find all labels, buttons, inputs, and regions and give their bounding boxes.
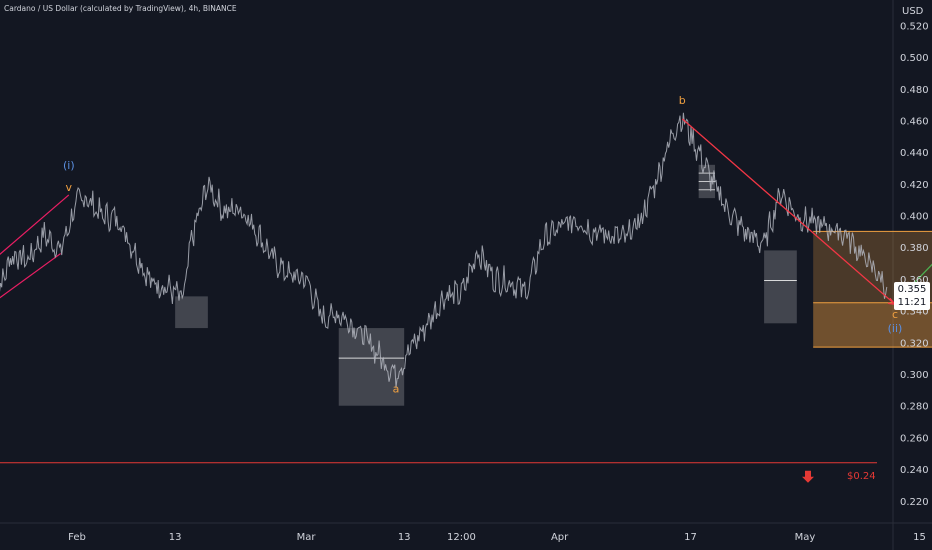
- y-tick-label: 0.340: [900, 307, 929, 318]
- y-tick-label: 0.420: [900, 180, 929, 191]
- y-tick-label: 0.520: [900, 21, 929, 32]
- wave-label: c: [892, 308, 898, 321]
- wave-label: a: [393, 382, 400, 395]
- y-tick-label: 0.320: [900, 338, 929, 349]
- current-price-badge[interactable]: 0.355 11:21: [894, 282, 930, 310]
- x-tick-label: 13: [398, 532, 411, 543]
- downtrend-line: [681, 118, 896, 305]
- fib-zone-lower: [813, 302, 932, 348]
- x-tick-label: 15: [913, 532, 926, 543]
- x-tick-label: May: [795, 532, 816, 543]
- y-tick-label: 0.240: [900, 465, 929, 476]
- chart-title: Cardano / US Dollar (calculated by Tradi…: [4, 4, 237, 13]
- currency-unit-label: USD: [902, 6, 924, 17]
- x-tick-label: Apr: [551, 532, 569, 543]
- x-tick-label: Feb: [68, 532, 86, 543]
- wave-label: v: [66, 181, 73, 194]
- wave-label: b: [679, 94, 686, 107]
- wedge-lower-line: [0, 253, 61, 299]
- x-tick-label: Mar: [297, 532, 317, 543]
- y-tick-label: 0.260: [900, 433, 929, 444]
- y-tick-label: 0.500: [900, 53, 929, 64]
- y-tick-label: 0.300: [900, 370, 929, 381]
- y-tick-label: 0.460: [900, 116, 929, 127]
- current-price-value: 0.355: [897, 284, 927, 295]
- y-tick-label: 0.400: [900, 212, 929, 223]
- grey-target-box: [175, 296, 208, 329]
- x-tick-label: 17: [684, 532, 697, 543]
- y-tick-label: 0.360: [900, 275, 929, 286]
- y-tick-label: 0.380: [900, 243, 929, 254]
- y-tick-label: 0.280: [900, 402, 929, 413]
- grey-target-box: [764, 250, 797, 324]
- wave-label: (ii): [888, 322, 903, 335]
- candle-countdown: 11:21: [897, 297, 927, 308]
- y-tick-label: 0.220: [900, 497, 929, 508]
- support-level-label: $0.24: [847, 471, 876, 482]
- wedge-upper-line: [0, 194, 70, 255]
- y-tick-label: 0.440: [900, 148, 929, 159]
- price-series-line: [0, 112, 888, 388]
- wave-label: (i): [63, 159, 75, 172]
- y-tick-label: 0.480: [900, 85, 929, 96]
- x-tick-label: 12:00: [447, 532, 476, 543]
- x-tick-label: 13: [169, 532, 182, 543]
- down-arrow-icon: [802, 470, 814, 483]
